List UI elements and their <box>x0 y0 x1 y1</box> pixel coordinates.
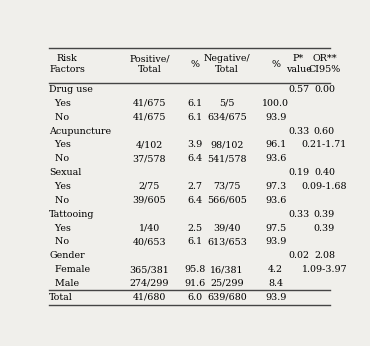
Text: 566/605: 566/605 <box>207 196 247 205</box>
Text: 41/680: 41/680 <box>133 293 166 302</box>
Text: No: No <box>49 237 69 246</box>
Text: 96.1: 96.1 <box>265 140 286 149</box>
Text: 93.9: 93.9 <box>265 237 286 246</box>
Text: Tattooing: Tattooing <box>49 210 95 219</box>
Text: 2.08: 2.08 <box>314 251 335 260</box>
Text: 93.9: 93.9 <box>265 113 286 122</box>
Text: 1.09-3.97: 1.09-3.97 <box>302 265 347 274</box>
Text: 16/381: 16/381 <box>210 265 244 274</box>
Text: 0.33: 0.33 <box>288 127 309 136</box>
Text: Total: Total <box>49 293 73 302</box>
Text: 73/75: 73/75 <box>213 182 240 191</box>
Text: 39/605: 39/605 <box>132 196 166 205</box>
Text: 91.6: 91.6 <box>185 279 206 288</box>
Text: No: No <box>49 113 69 122</box>
Text: 0.57: 0.57 <box>288 85 309 94</box>
Text: 3.9: 3.9 <box>188 140 203 149</box>
Text: No: No <box>49 196 69 205</box>
Text: 0.00: 0.00 <box>314 85 335 94</box>
Text: 0.33: 0.33 <box>288 210 309 219</box>
Text: 6.1: 6.1 <box>188 237 203 246</box>
Text: Gender: Gender <box>49 251 85 260</box>
Text: Sexual: Sexual <box>49 168 81 177</box>
Text: 6.4: 6.4 <box>188 154 203 163</box>
Text: 639/680: 639/680 <box>207 293 247 302</box>
Text: 6.0: 6.0 <box>188 293 203 302</box>
Text: P*
value: P* value <box>286 54 312 74</box>
Text: 98/102: 98/102 <box>210 140 243 149</box>
Text: 97.3: 97.3 <box>265 182 286 191</box>
Text: 40/653: 40/653 <box>133 237 166 246</box>
Text: 8.4: 8.4 <box>268 279 283 288</box>
Text: 541/578: 541/578 <box>207 154 247 163</box>
Text: 1/40: 1/40 <box>139 224 160 233</box>
Text: 0.02: 0.02 <box>288 251 309 260</box>
Text: 4.2: 4.2 <box>268 265 283 274</box>
Text: Risk
Factors: Risk Factors <box>49 54 85 74</box>
Text: Yes: Yes <box>49 140 71 149</box>
Text: 6.1: 6.1 <box>188 113 203 122</box>
Text: OR**
CI95%: OR** CI95% <box>308 54 340 74</box>
Text: 93.9: 93.9 <box>265 293 286 302</box>
Text: 37/578: 37/578 <box>133 154 166 163</box>
Text: Acupuncture: Acupuncture <box>49 127 111 136</box>
Text: 4/102: 4/102 <box>136 140 163 149</box>
Text: 2/75: 2/75 <box>139 182 160 191</box>
Text: 2.5: 2.5 <box>188 224 203 233</box>
Text: 93.6: 93.6 <box>265 196 286 205</box>
Text: 0.19: 0.19 <box>288 168 309 177</box>
Text: Yes: Yes <box>49 182 71 191</box>
Text: 0.21-1.71: 0.21-1.71 <box>302 140 347 149</box>
Text: Negative/
Total: Negative/ Total <box>204 54 250 74</box>
Text: 634/675: 634/675 <box>207 113 247 122</box>
Text: Drug use: Drug use <box>49 85 93 94</box>
Text: 95.8: 95.8 <box>185 265 206 274</box>
Text: 39/40: 39/40 <box>213 224 240 233</box>
Text: 41/675: 41/675 <box>133 113 166 122</box>
Text: %: % <box>191 60 200 69</box>
Text: 274/299: 274/299 <box>130 279 169 288</box>
Text: 365/381: 365/381 <box>130 265 169 274</box>
Text: Positive/
Total: Positive/ Total <box>129 54 170 74</box>
Text: 0.39: 0.39 <box>314 224 335 233</box>
Text: 100.0: 100.0 <box>262 99 289 108</box>
Text: Female: Female <box>49 265 90 274</box>
Text: Yes: Yes <box>49 224 71 233</box>
Text: 0.60: 0.60 <box>314 127 335 136</box>
Text: 93.6: 93.6 <box>265 154 286 163</box>
Text: 0.40: 0.40 <box>314 168 335 177</box>
Text: 0.39: 0.39 <box>314 210 335 219</box>
Text: 6.1: 6.1 <box>188 99 203 108</box>
Text: 6.4: 6.4 <box>188 196 203 205</box>
Text: 0.09-1.68: 0.09-1.68 <box>302 182 347 191</box>
Text: No: No <box>49 154 69 163</box>
Text: 5/5: 5/5 <box>219 99 235 108</box>
Text: Yes: Yes <box>49 99 71 108</box>
Text: 25/299: 25/299 <box>210 279 244 288</box>
Text: 97.5: 97.5 <box>265 224 286 233</box>
Text: 613/653: 613/653 <box>207 237 247 246</box>
Text: Male: Male <box>49 279 79 288</box>
Text: 41/675: 41/675 <box>133 99 166 108</box>
Text: 2.7: 2.7 <box>188 182 203 191</box>
Text: %: % <box>271 60 280 69</box>
